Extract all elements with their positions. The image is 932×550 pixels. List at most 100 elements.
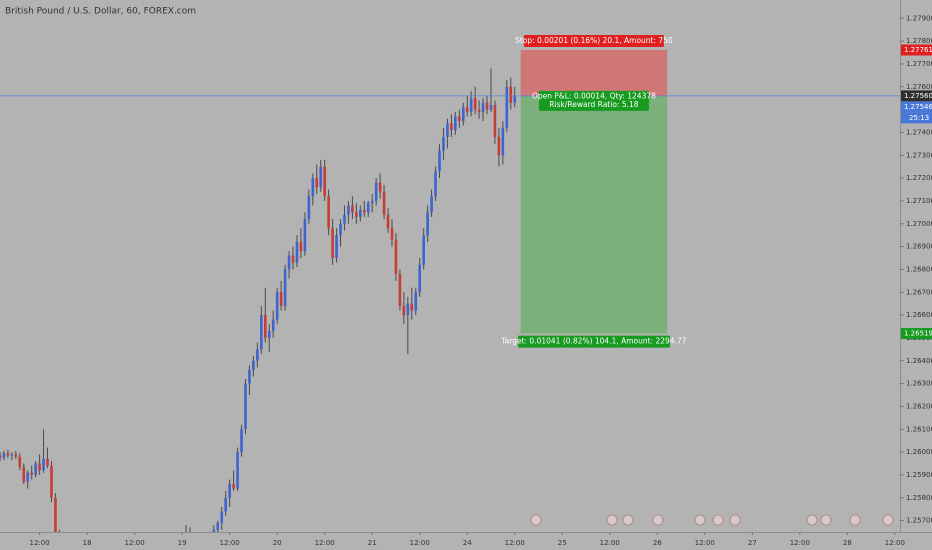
event-icon	[820, 514, 832, 526]
x-tick-label: 19	[178, 539, 187, 547]
event-icon	[882, 514, 894, 526]
candle-body	[279, 292, 283, 306]
candle-body	[370, 200, 374, 204]
candle-body	[406, 303, 410, 316]
candle-body	[299, 242, 303, 252]
event-icon	[712, 514, 724, 526]
candle-body	[6, 453, 10, 456]
candle-body	[46, 458, 49, 466]
candle-body	[414, 292, 418, 311]
y-tick-label: 1.27200	[906, 174, 932, 182]
target-label-box	[517, 335, 670, 348]
candle-body	[505, 86, 509, 128]
candle-body	[291, 255, 295, 263]
candle-body	[224, 497, 227, 512]
candle-body	[430, 196, 433, 213]
y-tick-label: 1.26800	[906, 265, 932, 273]
candle-body	[489, 105, 493, 110]
candle-body	[34, 463, 37, 475]
candle-body	[307, 196, 311, 220]
candle-body	[244, 383, 247, 430]
stop-zone	[520, 50, 668, 96]
candle-body	[426, 212, 429, 236]
y-tick-label: 1.26000	[906, 448, 932, 456]
x-tick-label: 18	[83, 539, 92, 547]
bid-price-label: 1.27546	[904, 103, 932, 111]
event-icon	[806, 514, 818, 526]
pnl-box	[538, 90, 649, 111]
candle-body	[410, 303, 414, 311]
y-tick-label: 1.26200	[906, 402, 932, 410]
candle-body	[355, 212, 358, 217]
chart-title: British Pound / U.S. Dollar, 60, FOREX.c…	[5, 7, 196, 17]
candle-body	[390, 228, 394, 240]
candle-body	[501, 127, 505, 156]
candle-body	[0, 455, 2, 458]
candle-body	[513, 95, 517, 103]
y-tick-label: 1.27600	[906, 83, 932, 91]
candle-body	[38, 463, 41, 471]
stop-price-label-box	[901, 44, 932, 56]
candle-body	[275, 292, 279, 320]
event-icon	[729, 514, 741, 526]
candle-body	[386, 214, 390, 229]
current-price-label: 1.27560	[904, 92, 932, 100]
x-tick-label: 12:00	[790, 539, 810, 547]
x-tick-label: 25	[558, 539, 567, 547]
event-icon	[652, 514, 664, 526]
candle-body	[366, 203, 370, 213]
candle-body	[422, 235, 425, 265]
candle-body	[216, 522, 220, 530]
candle-body	[10, 454, 14, 456]
candle-body	[446, 123, 449, 137]
target-price-label-box	[901, 328, 932, 340]
x-tick-label: 24	[463, 539, 472, 547]
candle-body	[339, 223, 342, 236]
candle-body	[382, 191, 386, 215]
event-icon	[694, 514, 706, 526]
x-tick-label: 12:00	[505, 539, 525, 547]
target-zone	[520, 95, 668, 334]
x-tick-label: 26	[653, 539, 662, 547]
current-price-label-box	[901, 90, 932, 102]
candle-body	[14, 454, 18, 457]
candle-body	[315, 178, 319, 188]
candle-body	[271, 319, 275, 332]
y-tick-label: 1.26100	[906, 425, 932, 433]
y-tick-label: 1.26600	[906, 311, 932, 319]
x-tick-label: 12:00	[600, 539, 620, 547]
candle-body	[331, 228, 334, 259]
candle-body	[232, 484, 235, 489]
candle-body	[283, 269, 287, 306]
stop-label: Stop: 0.00201 (0.16%) 20.1, Amount: 750	[515, 36, 673, 45]
event-icon	[606, 514, 618, 526]
candle-body	[295, 242, 299, 263]
candle-body	[398, 273, 402, 306]
candle-body	[442, 136, 445, 151]
x-tick-label: 12:00	[30, 539, 50, 547]
event-icon	[530, 514, 542, 526]
candle-body	[30, 472, 33, 475]
target-price-label: 1.26519	[904, 330, 932, 338]
candle-body	[351, 205, 354, 213]
candle-body	[26, 472, 30, 482]
stop-label-box	[523, 35, 664, 48]
x-tick-label: 27	[748, 539, 757, 547]
y-tick-label: 1.26400	[906, 357, 932, 365]
candle-body	[287, 255, 291, 270]
candle-body	[359, 210, 362, 217]
event-icon	[849, 514, 861, 526]
candle-body	[311, 178, 315, 197]
candle-body	[509, 86, 513, 103]
candle-body	[394, 239, 398, 274]
candle-body	[493, 105, 497, 137]
candle-body	[18, 456, 22, 467]
y-tick-label: 1.25900	[906, 471, 932, 479]
y-tick-label: 1.26900	[906, 243, 932, 251]
x-tick-label: 12:00	[410, 539, 430, 547]
y-tick-label: 1.27100	[906, 197, 932, 205]
candle-body	[2, 453, 6, 458]
